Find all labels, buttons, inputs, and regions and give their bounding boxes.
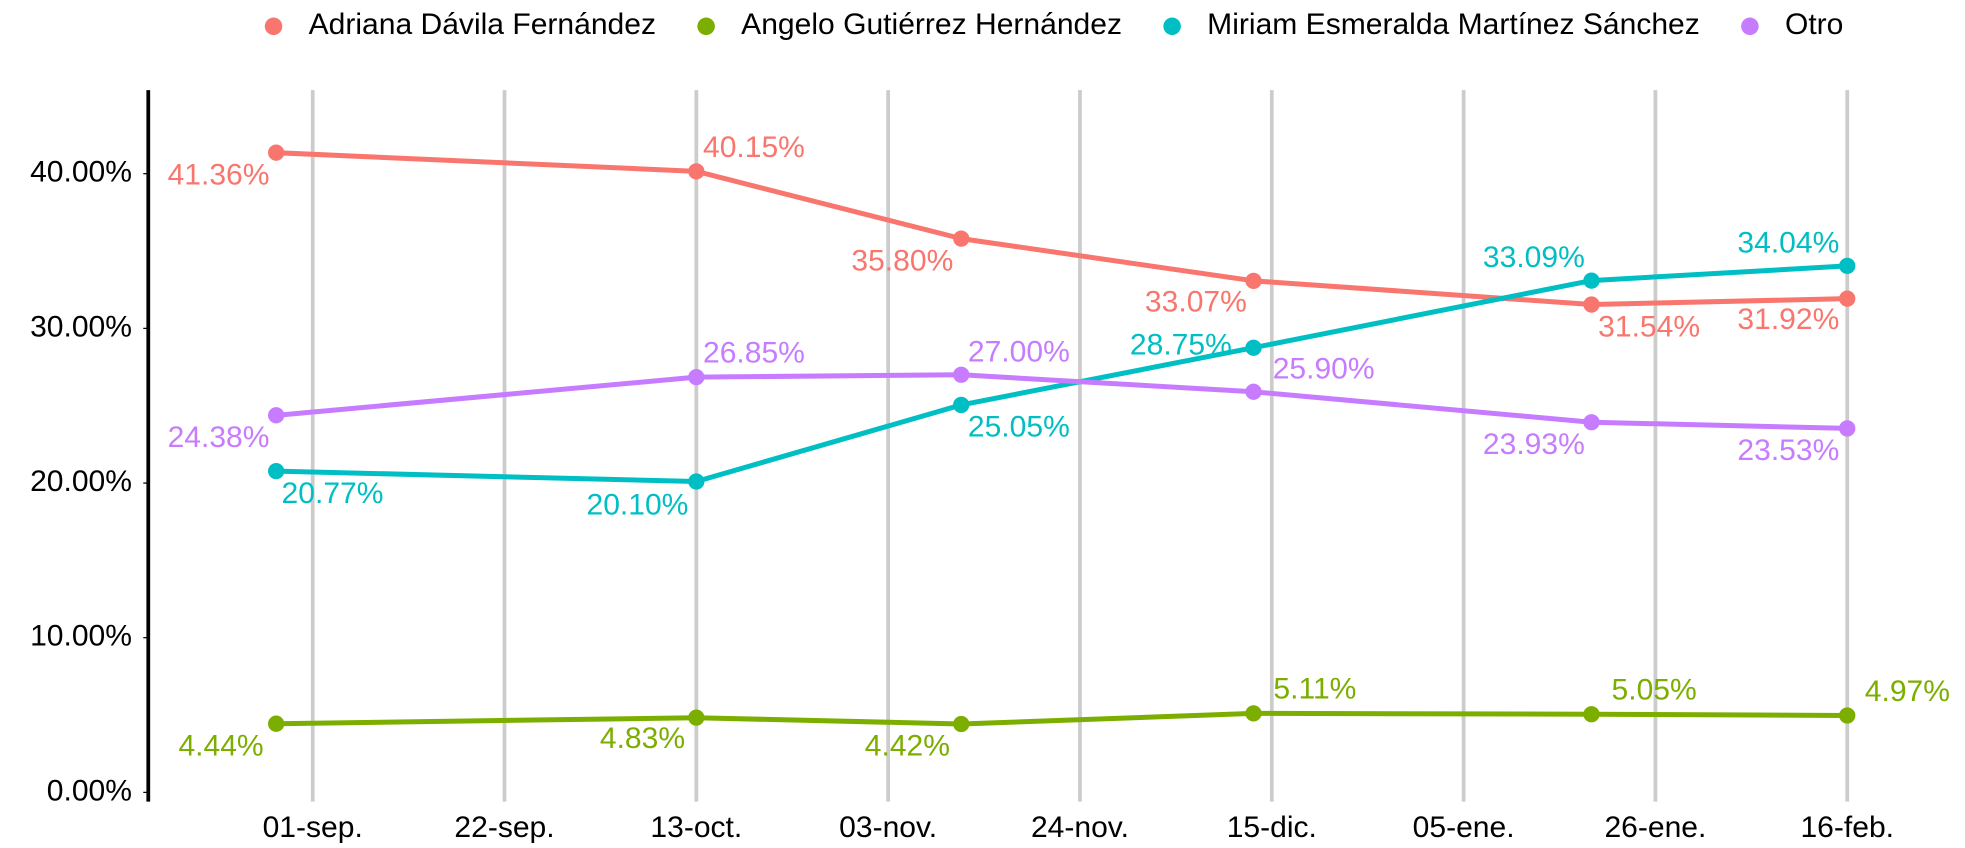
legend-marker	[1741, 17, 1759, 36]
data-point	[268, 407, 285, 424]
data-point	[268, 715, 285, 732]
data-label: 4.44%	[178, 729, 263, 762]
x-tick-label: 15-dic.	[1227, 811, 1317, 844]
data-point	[953, 396, 970, 414]
data-label: 23.93%	[1483, 428, 1585, 461]
data-label: 4.42%	[865, 730, 950, 763]
legend: Adriana Dávila Fernández Angelo Gutiérrez…	[264, 8, 1843, 41]
x-tick-label: 16-feb.	[1800, 811, 1894, 844]
data-label: 27.00%	[968, 335, 1070, 368]
data-label: 40.15%	[703, 131, 805, 164]
data-label: 24.38%	[168, 421, 270, 454]
data-point	[953, 366, 970, 383]
data-point	[688, 163, 705, 180]
y-tick-label: 30.00%	[30, 310, 132, 343]
data-label: 4.97%	[1865, 675, 1950, 708]
data-label: 34.04%	[1737, 227, 1839, 260]
series-line	[276, 150, 1848, 308]
data-point	[1839, 420, 1856, 437]
data-point	[1245, 339, 1262, 356]
x-tick-label: 03-nov.	[839, 811, 937, 844]
legend-marker	[264, 17, 283, 36]
legend-label: Miriam Esmeralda Martínez Sánchez	[1207, 8, 1700, 41]
data-label: 41.36%	[168, 158, 270, 191]
legend-marker	[1163, 17, 1181, 36]
data-point	[953, 715, 970, 733]
data-point	[1583, 296, 1600, 313]
legend-label: Angelo Gutiérrez Hernández	[741, 8, 1122, 41]
data-point	[688, 473, 705, 490]
data-point	[1245, 272, 1262, 290]
x-tick-label: 22-sep.	[454, 811, 554, 844]
data-point	[1583, 706, 1600, 723]
data-label: 4.83%	[600, 722, 685, 755]
data-point	[1839, 707, 1856, 724]
data-label: 20.77%	[282, 477, 384, 510]
data-label: 20.10%	[587, 488, 689, 521]
x-tick-label: 13-oct.	[650, 811, 742, 844]
legend-label: Otro	[1785, 8, 1843, 41]
series-line	[276, 710, 1848, 727]
data-point	[688, 709, 705, 726]
data-label: 31.92%	[1737, 303, 1839, 336]
data-point	[688, 368, 705, 386]
data-label: 25.90%	[1273, 352, 1375, 385]
data-point	[268, 144, 285, 161]
data-label: 28.75%	[1130, 328, 1232, 361]
series-line	[276, 263, 1848, 484]
data-point	[1839, 290, 1856, 307]
data-label: 26.85%	[703, 336, 805, 369]
series-line	[275, 372, 1848, 431]
data-label: 5.11%	[1273, 673, 1356, 706]
y-tick-label: 10.00%	[30, 620, 132, 653]
legend-marker	[697, 17, 715, 36]
data-label: 33.07%	[1145, 285, 1247, 318]
x-tick-label: 05-ene.	[1413, 811, 1515, 844]
data-label: 31.54%	[1598, 310, 1700, 343]
data-label: 5.05%	[1612, 674, 1697, 707]
data-label: 33.09%	[1483, 241, 1585, 274]
y-tick-label: 40.00%	[30, 156, 132, 189]
data-point	[1583, 272, 1600, 289]
data-point	[268, 462, 285, 480]
y-tick-label: 20.00%	[30, 465, 132, 498]
x-tick-label: 24-nov.	[1031, 811, 1129, 844]
data-label: 35.80%	[851, 244, 953, 277]
x-tick-label: 01-sep.	[263, 811, 363, 844]
data-label: 25.05%	[968, 411, 1070, 444]
data-point	[1245, 383, 1262, 400]
legend-label: Adriana Dávila Fernández	[309, 8, 656, 41]
data-point	[953, 230, 970, 247]
data-point	[1245, 705, 1262, 722]
y-tick-label: 0.00%	[47, 774, 132, 807]
data-point	[1583, 414, 1600, 431]
x-tick-label: 26-ene.	[1604, 811, 1706, 844]
data-label: 23.53%	[1737, 434, 1839, 467]
data-point	[1839, 257, 1856, 275]
